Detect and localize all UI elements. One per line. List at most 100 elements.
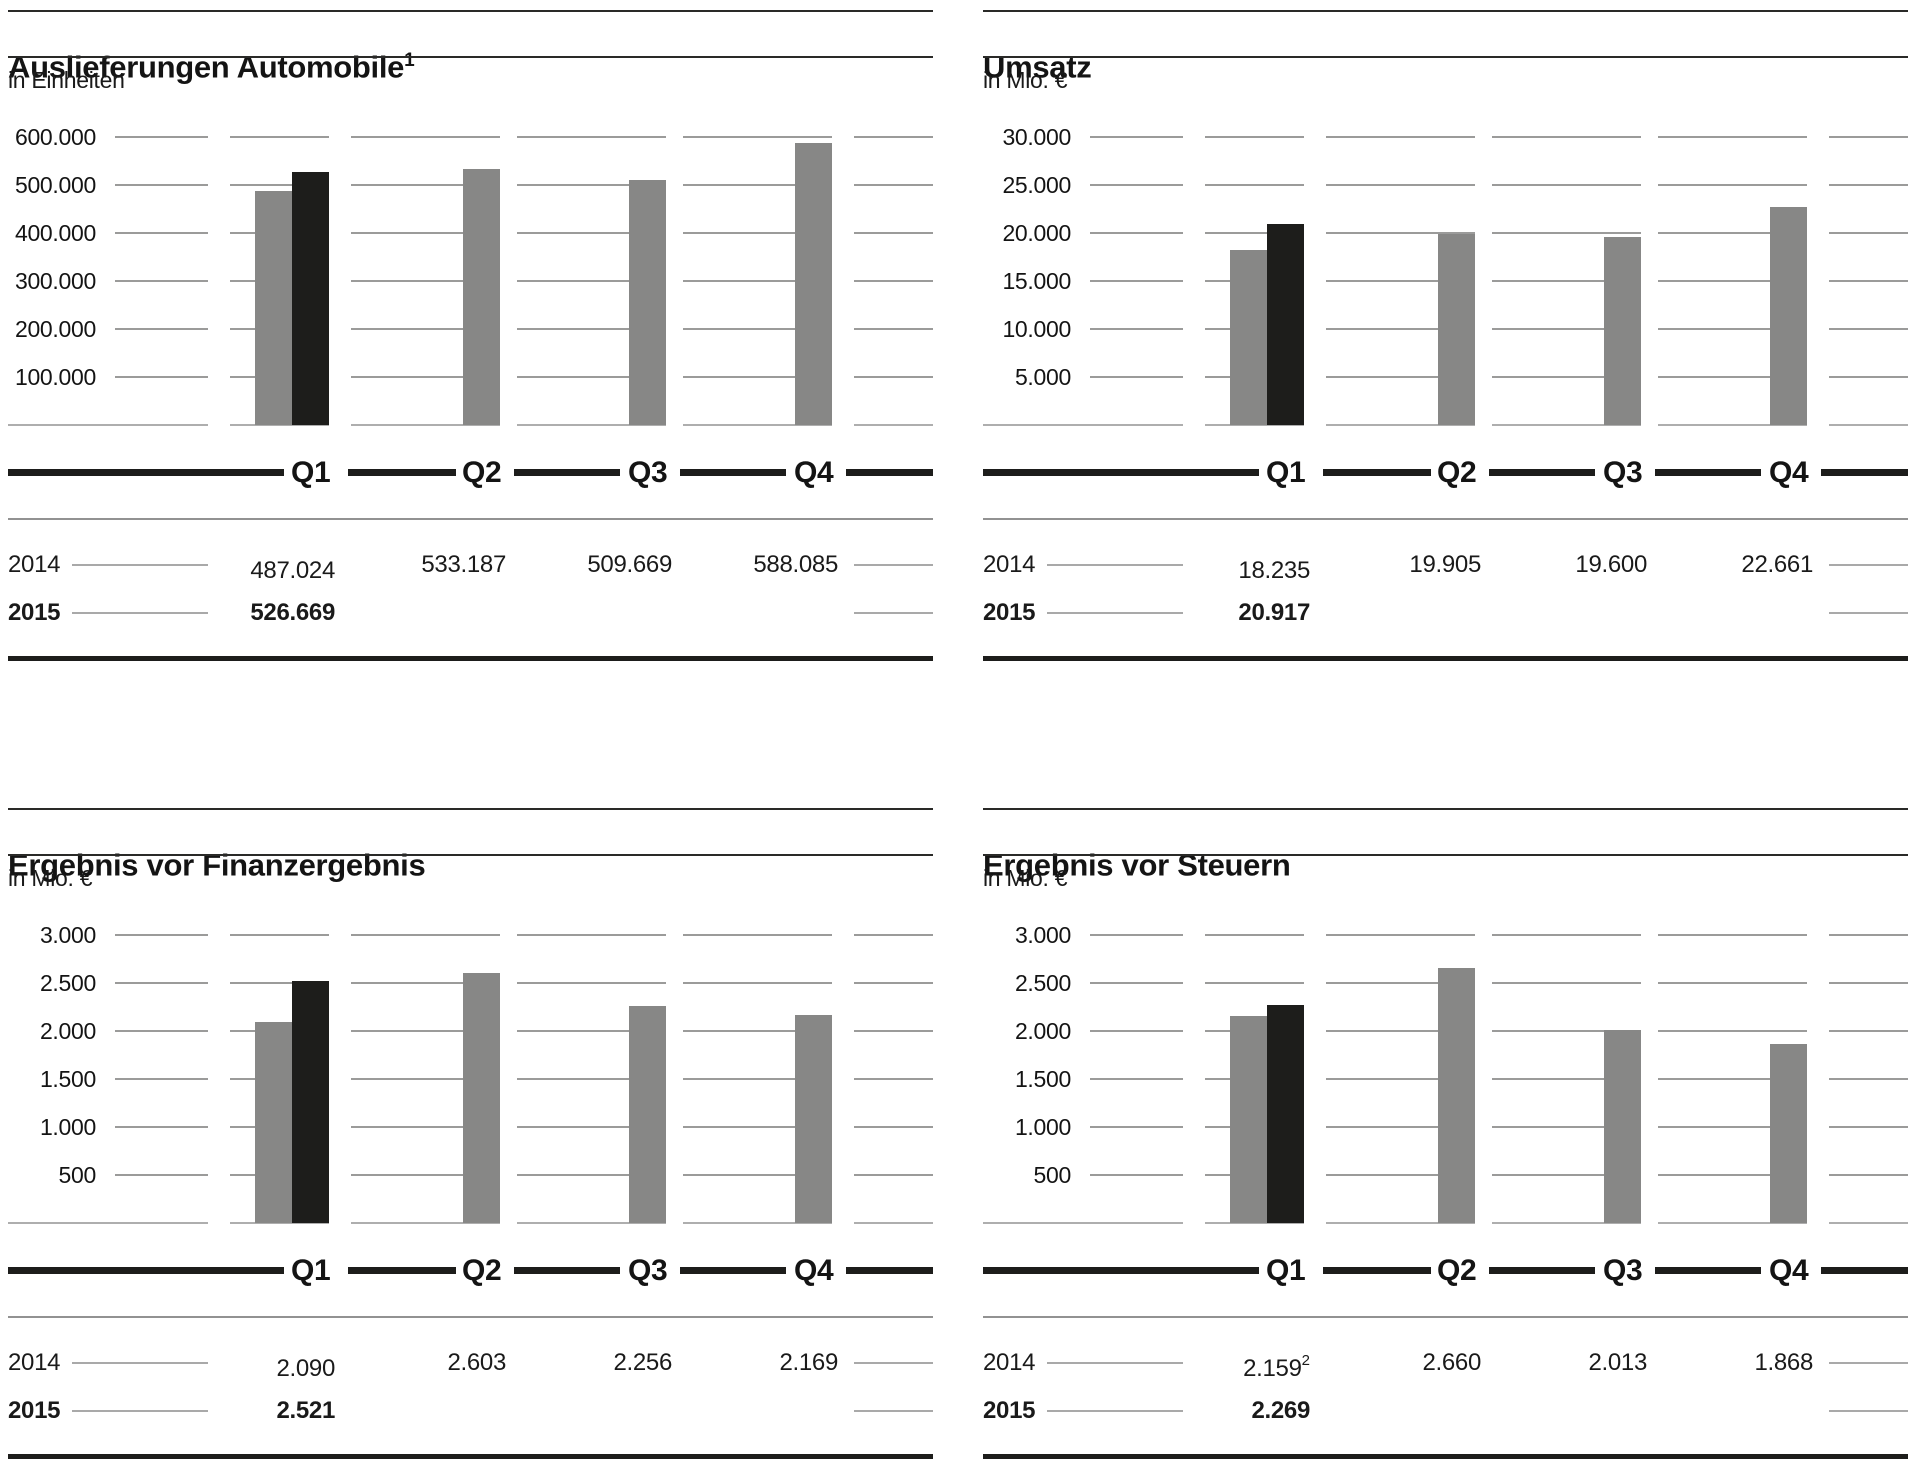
gridline bbox=[517, 232, 666, 234]
quarter-label-q1: Q1 bbox=[291, 456, 331, 489]
gridline bbox=[1205, 934, 1304, 936]
quarter-axis-line bbox=[348, 1267, 456, 1274]
quarter-axis-line bbox=[1655, 1267, 1761, 1274]
gridline bbox=[351, 934, 500, 936]
row-connector-line bbox=[72, 564, 208, 566]
value-q3: 509.669 bbox=[587, 551, 672, 578]
row-year-label: 2014 bbox=[983, 551, 1036, 578]
gridline bbox=[351, 982, 500, 984]
gridline bbox=[351, 184, 500, 186]
gridline bbox=[1326, 1174, 1475, 1176]
baseline bbox=[517, 1222, 666, 1224]
gridline bbox=[1326, 982, 1475, 984]
value-q2: 19.905 bbox=[1409, 551, 1481, 578]
baseline bbox=[1829, 424, 1908, 426]
baseline bbox=[983, 424, 1183, 426]
gridline bbox=[683, 982, 832, 984]
gridline bbox=[517, 136, 666, 138]
baseline bbox=[854, 1222, 933, 1224]
y-axis-tick: 500.000 bbox=[14, 172, 96, 198]
baseline bbox=[1205, 1222, 1304, 1224]
y-axis-tick: 100.000 bbox=[14, 364, 96, 390]
quarter-axis-line bbox=[680, 1267, 786, 1274]
quarter-label-q4: Q4 bbox=[794, 456, 834, 489]
bar-2015-q1 bbox=[292, 981, 329, 1223]
table-top-rule bbox=[8, 1316, 933, 1318]
quarter-label-q4: Q4 bbox=[1769, 456, 1809, 489]
gridline bbox=[1090, 1126, 1183, 1128]
gridline bbox=[517, 1174, 666, 1176]
chart-column-q2 bbox=[1326, 136, 1475, 426]
gridline bbox=[517, 376, 666, 378]
row-connector-line-right bbox=[854, 1410, 933, 1412]
gridline bbox=[115, 934, 208, 936]
value-q1-text: 487.024 bbox=[250, 557, 335, 584]
gridline bbox=[1829, 184, 1908, 186]
row-year-label: 2014 bbox=[983, 1349, 1036, 1376]
gridline bbox=[854, 328, 933, 330]
gridline bbox=[517, 1078, 666, 1080]
value-q1: 487.024 bbox=[185, 550, 335, 586]
gridline bbox=[1658, 328, 1807, 330]
quarter-axis-line bbox=[680, 469, 786, 476]
quarter-axis-line bbox=[514, 1267, 620, 1274]
chart-column-q3 bbox=[517, 136, 666, 426]
chart-title: Auslieferungen Automobile1 bbox=[8, 43, 933, 85]
y-axis-tick: 2.500 bbox=[39, 970, 96, 996]
value-q1-text: 18.235 bbox=[1238, 557, 1310, 584]
value-q2: 2.603 bbox=[447, 1349, 506, 1376]
baseline bbox=[351, 1222, 500, 1224]
gridline bbox=[115, 136, 208, 138]
gridline bbox=[1090, 982, 1183, 984]
gridline bbox=[854, 1174, 933, 1176]
gridline bbox=[517, 280, 666, 282]
gridline bbox=[1090, 328, 1183, 330]
gridline bbox=[517, 934, 666, 936]
y-axis-tick: 10.000 bbox=[1002, 316, 1071, 342]
quarter-axis: Q1 Q2 Q3 Q4 bbox=[983, 1253, 1908, 1289]
gridline bbox=[351, 1126, 500, 1128]
quarter-axis-line bbox=[983, 469, 1259, 476]
gridline bbox=[1829, 136, 1908, 138]
chart-title: Ergebnis vor Steuern bbox=[983, 841, 1908, 883]
value-q4: 588.085 bbox=[753, 551, 838, 578]
panel-bottom-rule bbox=[8, 1454, 933, 1459]
value-q3: 2.013 bbox=[1588, 1349, 1647, 1376]
gridline bbox=[1090, 280, 1183, 282]
plot-area: 30.000 25.000 20.000 15.000 10.000 5.000 bbox=[983, 124, 1908, 426]
gridline bbox=[1829, 232, 1908, 234]
row-year-label: 2015 bbox=[983, 1397, 1036, 1424]
baseline bbox=[1492, 1222, 1641, 1224]
gridline bbox=[1658, 1126, 1807, 1128]
baseline bbox=[683, 424, 832, 426]
value-q1: 526.669 bbox=[250, 599, 335, 626]
quarter-label-q2: Q2 bbox=[1437, 1254, 1477, 1287]
row-connector-line-right bbox=[1829, 564, 1908, 566]
quarter-axis: Q1 Q2 Q3 Q4 bbox=[983, 455, 1908, 491]
baseline bbox=[683, 1222, 832, 1224]
value-q1-text: 2.159 bbox=[1243, 1355, 1302, 1382]
gridline bbox=[683, 1030, 832, 1032]
quarter-axis-line bbox=[1323, 469, 1431, 476]
row-connector-line-right bbox=[1829, 1362, 1908, 1364]
y-axis-tick: 3.000 bbox=[39, 922, 96, 948]
axis-label-column bbox=[8, 934, 208, 1224]
baseline bbox=[1326, 1222, 1475, 1224]
panel-top-rule bbox=[8, 808, 933, 810]
chart-unit-label: in Mio. € bbox=[983, 67, 1068, 93]
gridline bbox=[351, 280, 500, 282]
baseline bbox=[351, 424, 500, 426]
quarter-label-q1: Q1 bbox=[1266, 1254, 1306, 1287]
gridline bbox=[115, 1126, 208, 1128]
chart-panel-pretax: Ergebnis vor Steuern in Mio. € 3.000 2.50… bbox=[983, 808, 1908, 1459]
chart-title-text: Auslieferungen Automobile bbox=[8, 49, 405, 85]
gridline bbox=[1326, 1078, 1475, 1080]
baseline bbox=[1492, 424, 1641, 426]
value-q1: 2.521 bbox=[276, 1397, 335, 1424]
gridline bbox=[1205, 184, 1304, 186]
title-rule bbox=[983, 56, 1908, 58]
value-q4: 1.868 bbox=[1754, 1349, 1813, 1376]
gridline bbox=[1829, 934, 1908, 936]
quarter-label-q2: Q2 bbox=[1437, 456, 1477, 489]
axis-label-column bbox=[8, 136, 208, 426]
